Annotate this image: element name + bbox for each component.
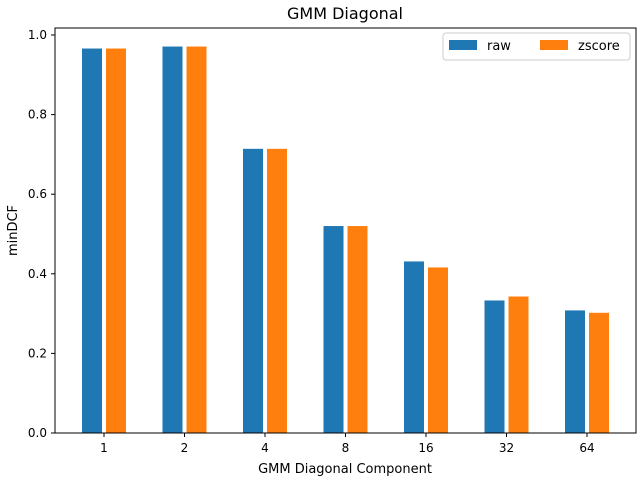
bar-raw-16 [404, 261, 424, 433]
bar-zscore-16 [428, 267, 448, 433]
y-axis-label: minDCF [6, 205, 21, 256]
bar-zscore-2 [186, 46, 207, 434]
x-tick-label: 1 [100, 441, 108, 455]
y-tick-label: 0.4 [28, 267, 47, 281]
bar-raw-8 [323, 226, 344, 433]
x-tick-label: 64 [579, 441, 594, 455]
legend: raw zscore [442, 32, 631, 61]
y-tick-label: 1.0 [28, 28, 47, 42]
bar-raw-4 [243, 148, 263, 433]
chart-title: GMM Diagonal [287, 4, 403, 23]
x-tick-label: 4 [261, 441, 269, 455]
bar-raw-2 [162, 46, 183, 434]
legend-label-raw: raw [487, 39, 511, 54]
x-tick-label: 8 [342, 441, 350, 455]
legend-label-zscore: zscore [578, 39, 620, 54]
y-axis-ticks: 0.0 0.2 0.4 0.6 0.8 1.0 [28, 28, 55, 440]
y-tick-label: 0.8 [28, 108, 47, 122]
bar-raw-1 [82, 48, 102, 433]
legend-frame [442, 32, 631, 61]
x-axis-label: GMM Diagonal Component [258, 462, 432, 477]
bar-zscore-64 [589, 312, 609, 433]
legend-swatch-zscore [540, 40, 568, 50]
x-tick-label: 2 [181, 441, 189, 455]
plot-frame [54, 27, 637, 434]
bar-raw-32 [484, 300, 505, 433]
x-axis-ticks: 1 2 4 8 16 32 64 [100, 433, 595, 455]
bar-zscore-4 [267, 148, 287, 433]
x-tick-label: 32 [499, 441, 514, 455]
x-tick-label: 16 [418, 441, 433, 455]
bar-raw-64 [565, 310, 585, 433]
bars [82, 46, 609, 434]
bar-zscore-32 [508, 296, 529, 433]
y-tick-label: 0.6 [28, 187, 47, 201]
bar-zscore-1 [106, 48, 126, 433]
bar-zscore-8 [347, 226, 368, 433]
legend-swatch-raw [449, 40, 477, 50]
y-tick-label: 0.0 [28, 426, 47, 440]
y-tick-label: 0.2 [28, 346, 47, 360]
